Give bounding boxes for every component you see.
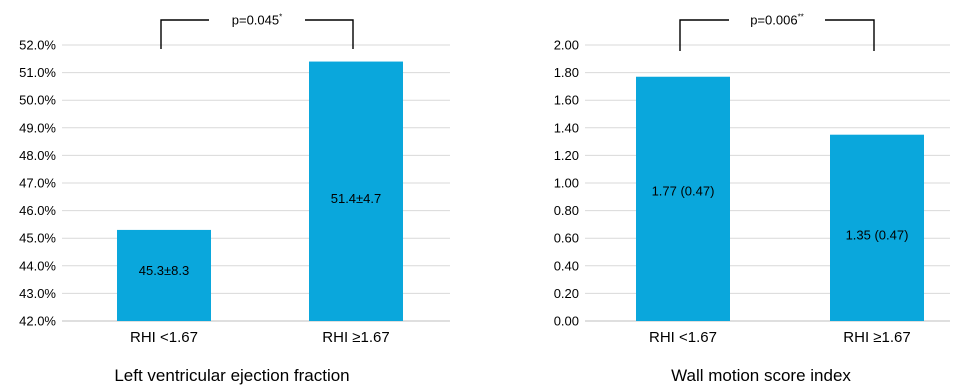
x-category-label: RHI <1.67: [649, 329, 717, 346]
y-tick-label: 1.20: [554, 148, 579, 163]
y-tick-label: 42.0%: [19, 314, 56, 329]
y-tick-label: 1.60: [554, 93, 579, 108]
p-value-annotation: p=0.045*: [232, 13, 282, 28]
x-category-label: RHI <1.67: [130, 329, 198, 346]
y-tick-label: 43.0%: [19, 286, 56, 301]
bar-data-label: 1.35 (0.47): [846, 227, 909, 242]
y-tick-label: 52.0%: [19, 38, 56, 53]
y-tick-label: 2.00: [554, 38, 579, 53]
y-tick-label: 0.20: [554, 286, 579, 301]
y-tick-label: 50.0%: [19, 93, 56, 108]
bar: [309, 61, 403, 322]
y-tick-label: 1.40: [554, 120, 579, 135]
bar: [830, 134, 924, 321]
y-tick-label: 0.80: [554, 203, 579, 218]
y-tick-label: 0.40: [554, 258, 579, 273]
y-tick-label: 47.0%: [19, 176, 56, 191]
chart-title: Left ventricular ejection fraction: [114, 366, 349, 385]
significance-bracket: [679, 19, 875, 51]
y-tick-label: 48.0%: [19, 148, 56, 163]
bar-data-label: 45.3±8.3: [139, 263, 190, 278]
y-tick-label: 1.80: [554, 65, 579, 80]
x-category-label: RHI ≥1.67: [322, 329, 389, 346]
bar: [636, 76, 730, 322]
y-tick-label: 1.00: [554, 176, 579, 191]
bar-data-label: 51.4±4.7: [331, 191, 382, 206]
y-tick-label: 51.0%: [19, 65, 56, 80]
significance-bracket: [160, 19, 354, 49]
y-tick-label: 0.60: [554, 231, 579, 246]
bar: [117, 229, 211, 321]
p-value-annotation: p=0.006**: [750, 13, 804, 28]
x-category-label: RHI ≥1.67: [843, 329, 910, 346]
y-tick-label: 49.0%: [19, 120, 56, 135]
wmsi-chart: 0.00 0.20 0.40 0.60 0.80 1.00 1.20 1.40 1.60 1.80…: [554, 13, 950, 385]
y-tick-label: 46.0%: [19, 203, 56, 218]
lvef-chart: 42.0% 43.0% 44.0% 45.0% 46.0% 47.0% 48.0% 49.0%…: [19, 13, 450, 385]
bar-data-label: 1.77 (0.47): [652, 183, 715, 198]
y-tick-label: 0.00: [554, 314, 579, 329]
y-tick-label: 44.0%: [19, 258, 56, 273]
y-tick-label: 45.0%: [19, 231, 56, 246]
chart-title: Wall motion score index: [671, 366, 851, 385]
